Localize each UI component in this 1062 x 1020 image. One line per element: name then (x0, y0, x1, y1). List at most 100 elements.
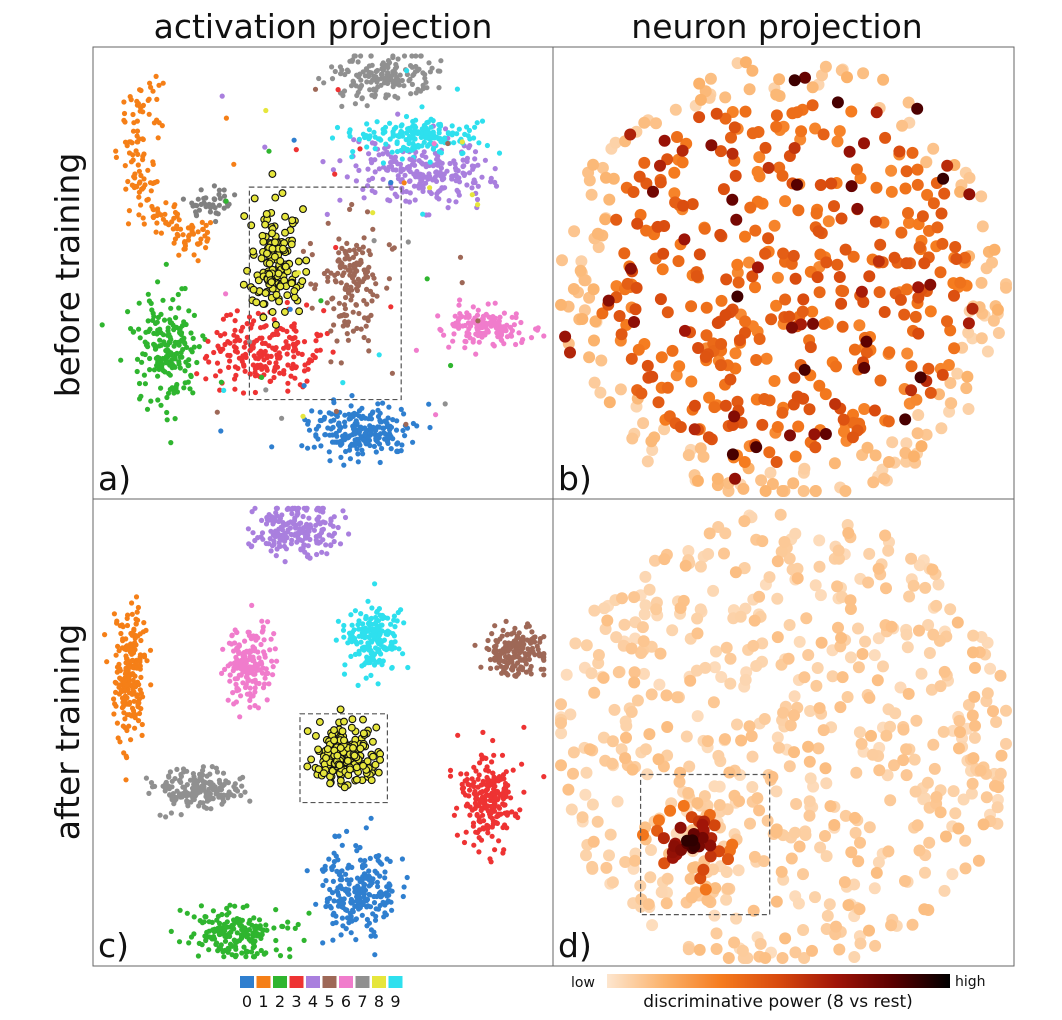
point-class-8 (270, 252, 279, 261)
point-class-6 (249, 678, 256, 684)
neuron-point (731, 290, 744, 303)
point-class-1 (131, 120, 137, 126)
neuron-point (902, 207, 914, 219)
point-class-0 (348, 877, 354, 883)
point-class-2 (163, 348, 169, 354)
point-class-5 (363, 323, 369, 329)
point-class-6 (252, 685, 258, 691)
neuron-point (588, 376, 601, 389)
point-class-4 (267, 536, 273, 542)
point-class-1 (130, 671, 136, 677)
neuron-point (647, 185, 659, 198)
neuron-point (791, 106, 804, 119)
point-class-4 (392, 154, 398, 160)
point-class-3 (463, 829, 469, 835)
point-class-0 (362, 858, 368, 864)
neuron-point (791, 390, 804, 403)
point-class-2 (280, 923, 286, 930)
point-class-2 (287, 954, 293, 960)
point-class-7 (316, 75, 322, 82)
point-class-0 (399, 442, 405, 448)
point-class-6 (265, 619, 271, 625)
point-class-3 (272, 364, 278, 370)
neuron-point (720, 866, 733, 878)
point-class-3 (484, 787, 490, 793)
point-class-5 (485, 637, 491, 644)
point-class-9 (341, 671, 348, 677)
neuron-point (806, 305, 819, 318)
neuron-point (603, 849, 615, 862)
point-class-0 (357, 428, 363, 434)
point-class-3 (315, 333, 321, 339)
neuron-point (937, 172, 950, 185)
point-class-5 (527, 667, 533, 673)
point-class-3 (494, 814, 500, 820)
point-class-6 (262, 652, 268, 658)
point-class-0 (335, 422, 341, 428)
point-class-2 (285, 919, 291, 925)
neuron-point (927, 197, 940, 210)
point-class-9 (366, 634, 372, 641)
point-class-6 (509, 314, 515, 320)
point-class-4 (260, 536, 266, 542)
point-class-4 (249, 509, 255, 515)
point-class-0 (329, 866, 335, 873)
point-class-9 (348, 630, 354, 637)
point-class-5 (343, 294, 349, 301)
point-class-1 (138, 674, 144, 681)
point-class-9 (399, 122, 405, 128)
point-class-5 (459, 280, 465, 286)
point-class-9 (340, 627, 347, 633)
neuron-point (991, 801, 1004, 814)
point-class-3 (488, 859, 494, 865)
point-class-2 (169, 357, 175, 363)
point-class-7 (392, 77, 398, 84)
point-class-1 (130, 677, 136, 683)
point-class-5 (309, 305, 315, 311)
point-class-3 (471, 764, 477, 770)
point-class-1 (151, 120, 157, 126)
neuron-point (924, 386, 937, 399)
point-class-1 (124, 712, 130, 718)
neuron-point (768, 375, 781, 387)
point-class-1 (171, 240, 177, 246)
point-class-9 (359, 645, 366, 651)
neuron-point (771, 592, 784, 605)
point-class-0 (389, 907, 395, 913)
point-class-6 (222, 666, 228, 673)
point-class-7 (205, 791, 211, 797)
point-class-7 (200, 767, 206, 774)
point-class-3 (388, 304, 394, 310)
point-class-5 (534, 643, 540, 650)
point-class-0 (359, 405, 365, 411)
point-class-9 (402, 145, 408, 151)
point-class-3 (304, 378, 310, 384)
neuron-point (608, 703, 621, 716)
point-class-3 (467, 787, 473, 793)
point-class-2 (147, 367, 153, 373)
point-class-0 (346, 881, 352, 887)
neuron-point (731, 395, 744, 408)
point-class-4 (434, 156, 440, 162)
neuron-point (872, 632, 885, 645)
point-class-4 (372, 169, 378, 175)
neuron-point (911, 819, 924, 832)
neuron-point (702, 548, 715, 560)
point-class-6 (470, 304, 476, 310)
point-class-0 (322, 432, 328, 438)
point-class-6 (227, 672, 233, 678)
neuron-point (789, 946, 802, 959)
neuron-point (994, 767, 1007, 780)
point-class-2 (246, 920, 252, 926)
neuron-point (641, 359, 654, 372)
neuron-point (694, 442, 707, 455)
neuron-point (980, 791, 993, 804)
point-class-1 (124, 143, 130, 149)
point-class-8 (322, 754, 330, 762)
point-class-6 (231, 648, 237, 654)
point-class-4 (297, 526, 303, 532)
point-class-0 (375, 407, 381, 413)
point-class-5 (516, 630, 522, 636)
neuron-point (803, 809, 816, 822)
point-class-6 (446, 344, 452, 350)
